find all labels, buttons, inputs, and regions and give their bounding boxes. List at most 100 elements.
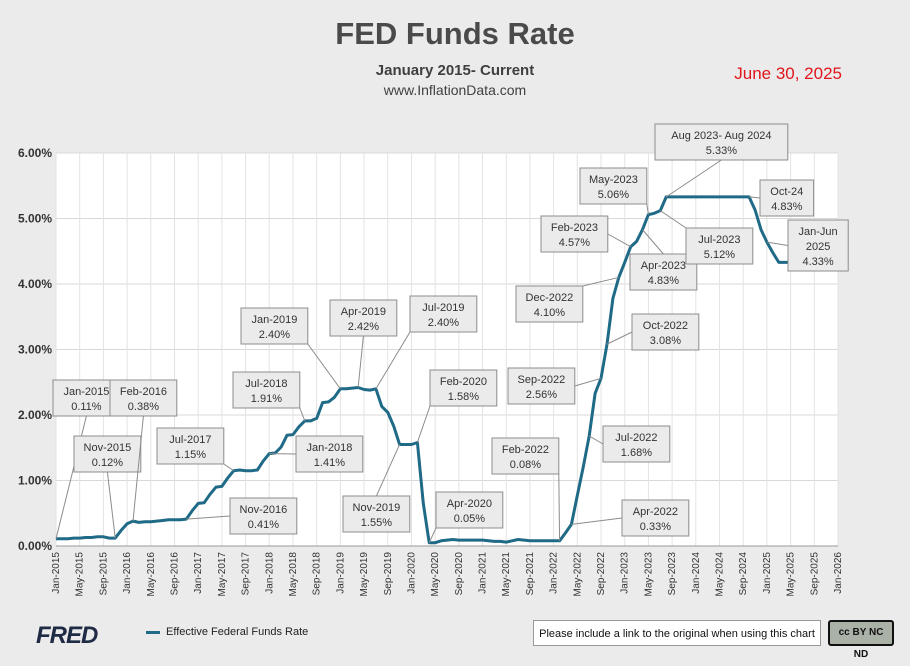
callout-label: Jul-2017 [169, 434, 211, 446]
callout-label: Jul-2023 [698, 234, 740, 246]
link-notice: Please include a link to the original wh… [533, 620, 821, 646]
callout-label: Apr-2022 [633, 506, 678, 518]
x-tick-label: May-2017 [217, 552, 228, 597]
callout-label: 0.38% [128, 401, 159, 413]
callout-label: Feb-2016 [120, 386, 167, 398]
legend: Effective Federal Funds Rate [146, 626, 308, 638]
x-tick-label: Sep-2024 [738, 552, 749, 596]
x-tick-label: Jan-2025 [762, 552, 773, 594]
callout-label: Jan-2018 [306, 442, 352, 454]
x-tick-label: Jan-2016 [122, 552, 133, 594]
x-tick-label: May-2018 [288, 552, 299, 597]
callout-label: 1.68% [621, 447, 652, 459]
callout-label: Nov-2016 [240, 504, 288, 516]
callout-label: Feb-2020 [440, 376, 487, 388]
x-tick-label: Jan-2023 [620, 552, 631, 594]
callout-label: 0.05% [454, 513, 485, 525]
fred-logo: FRED [36, 622, 97, 650]
callout-label: 5.06% [598, 189, 629, 201]
x-tick-label: Jan-2022 [549, 552, 560, 594]
y-tick-label: 1.00% [18, 474, 52, 488]
callout-label: 1.55% [361, 517, 392, 529]
x-tick-label: Sep-2022 [596, 552, 607, 596]
x-tick-label: Jan-2021 [478, 552, 489, 594]
x-tick-label: May-2015 [75, 552, 86, 597]
callout-label: 4.83% [771, 201, 802, 213]
callout-label: Apr-2019 [341, 306, 386, 318]
y-tick-label: 6.00% [18, 146, 52, 160]
callout-label: 2.56% [526, 389, 557, 401]
x-tick-label: Jan-2019 [335, 552, 346, 594]
callout-label: Nov-2019 [353, 502, 401, 514]
callout-label: Sep-2022 [518, 374, 566, 386]
callout-label: 1.15% [175, 449, 206, 461]
x-tick-label: Jan-2026 [833, 552, 844, 594]
x-tick-label: Sep-2020 [454, 552, 465, 596]
callout-label: Jan-Jun [799, 226, 838, 238]
callout-label: Feb-2022 [502, 444, 549, 456]
y-tick-label: 5.00% [18, 212, 52, 226]
x-tick-label: Jan-2018 [264, 552, 275, 594]
callout-label: 5.33% [706, 145, 737, 157]
callout-label: 5.12% [704, 249, 735, 261]
callout-label: 0.12% [92, 457, 123, 469]
callout-label: Aug 2023- Aug 2024 [671, 130, 771, 142]
callout-label: 2.40% [428, 317, 459, 329]
legend-label: Effective Federal Funds Rate [166, 626, 308, 638]
y-tick-label: 3.00% [18, 343, 52, 357]
callout-label: Apr-2020 [447, 498, 492, 510]
x-tick-label: Sep-2016 [169, 552, 180, 596]
callout-label: Jul-2018 [245, 378, 287, 390]
callout-label: 0.33% [640, 521, 671, 533]
callout-label: Jul-2022 [615, 432, 657, 444]
y-tick-label: 0.00% [18, 539, 52, 553]
callout-label: Apr-2023 [641, 260, 686, 272]
callout-label: Jul-2019 [422, 302, 464, 314]
callout-label: 0.11% [71, 401, 102, 413]
callout-label: 3.08% [650, 335, 681, 347]
callout-label: 2.42% [348, 321, 379, 333]
callout-label: Jan-2015 [63, 386, 109, 398]
x-tick-label: Jan-2017 [193, 552, 204, 594]
callout-label: Jan-2019 [251, 314, 297, 326]
x-tick-label: May-2016 [146, 552, 157, 597]
x-tick-label: May-2022 [572, 552, 583, 597]
callout-label: 4.83% [648, 275, 679, 287]
x-tick-label: May-2019 [359, 552, 370, 597]
x-tick-label: Sep-2023 [667, 552, 678, 596]
x-tick-label: Jan-2015 [51, 552, 62, 594]
y-tick-label: 4.00% [18, 277, 52, 291]
x-tick-label: May-2024 [715, 552, 726, 597]
callout-label: 2.40% [259, 329, 290, 341]
legend-swatch [146, 631, 160, 634]
x-tick-label: Sep-2018 [312, 552, 323, 596]
callout-label: Oct-24 [770, 186, 803, 198]
callout-label: Dec-2022 [526, 292, 574, 304]
x-tick-label: May-2025 [786, 552, 797, 597]
callout-label: 2025 [806, 241, 830, 253]
callout-label: Feb-2023 [551, 222, 598, 234]
callout-label: Oct-2022 [643, 320, 688, 332]
callout-label: 4.33% [802, 256, 833, 268]
x-tick-label: May-2020 [430, 552, 441, 597]
callout-label: 0.08% [510, 459, 541, 471]
cc-license-badge: cc BY NC ND [828, 620, 894, 646]
x-tick-label: Sep-2017 [241, 552, 252, 596]
x-tick-label: May-2023 [643, 552, 654, 597]
callout-label: Nov-2015 [84, 442, 132, 454]
x-tick-label: Sep-2025 [809, 552, 820, 596]
callout-label: 1.41% [314, 457, 345, 469]
x-tick-label: Sep-2015 [98, 552, 109, 596]
callout-label: 0.41% [248, 519, 279, 531]
callout-label: 4.57% [559, 237, 590, 249]
callout-label: 4.10% [534, 307, 565, 319]
x-tick-label: May-2021 [501, 552, 512, 597]
y-tick-label: 2.00% [18, 408, 52, 422]
callout-label: 1.91% [251, 393, 282, 405]
x-tick-label: Sep-2019 [383, 552, 394, 596]
x-tick-label: Sep-2021 [525, 552, 536, 596]
callout-label: 1.58% [448, 391, 479, 403]
x-tick-label: Jan-2024 [691, 552, 702, 594]
x-tick-label: Jan-2020 [406, 552, 417, 594]
